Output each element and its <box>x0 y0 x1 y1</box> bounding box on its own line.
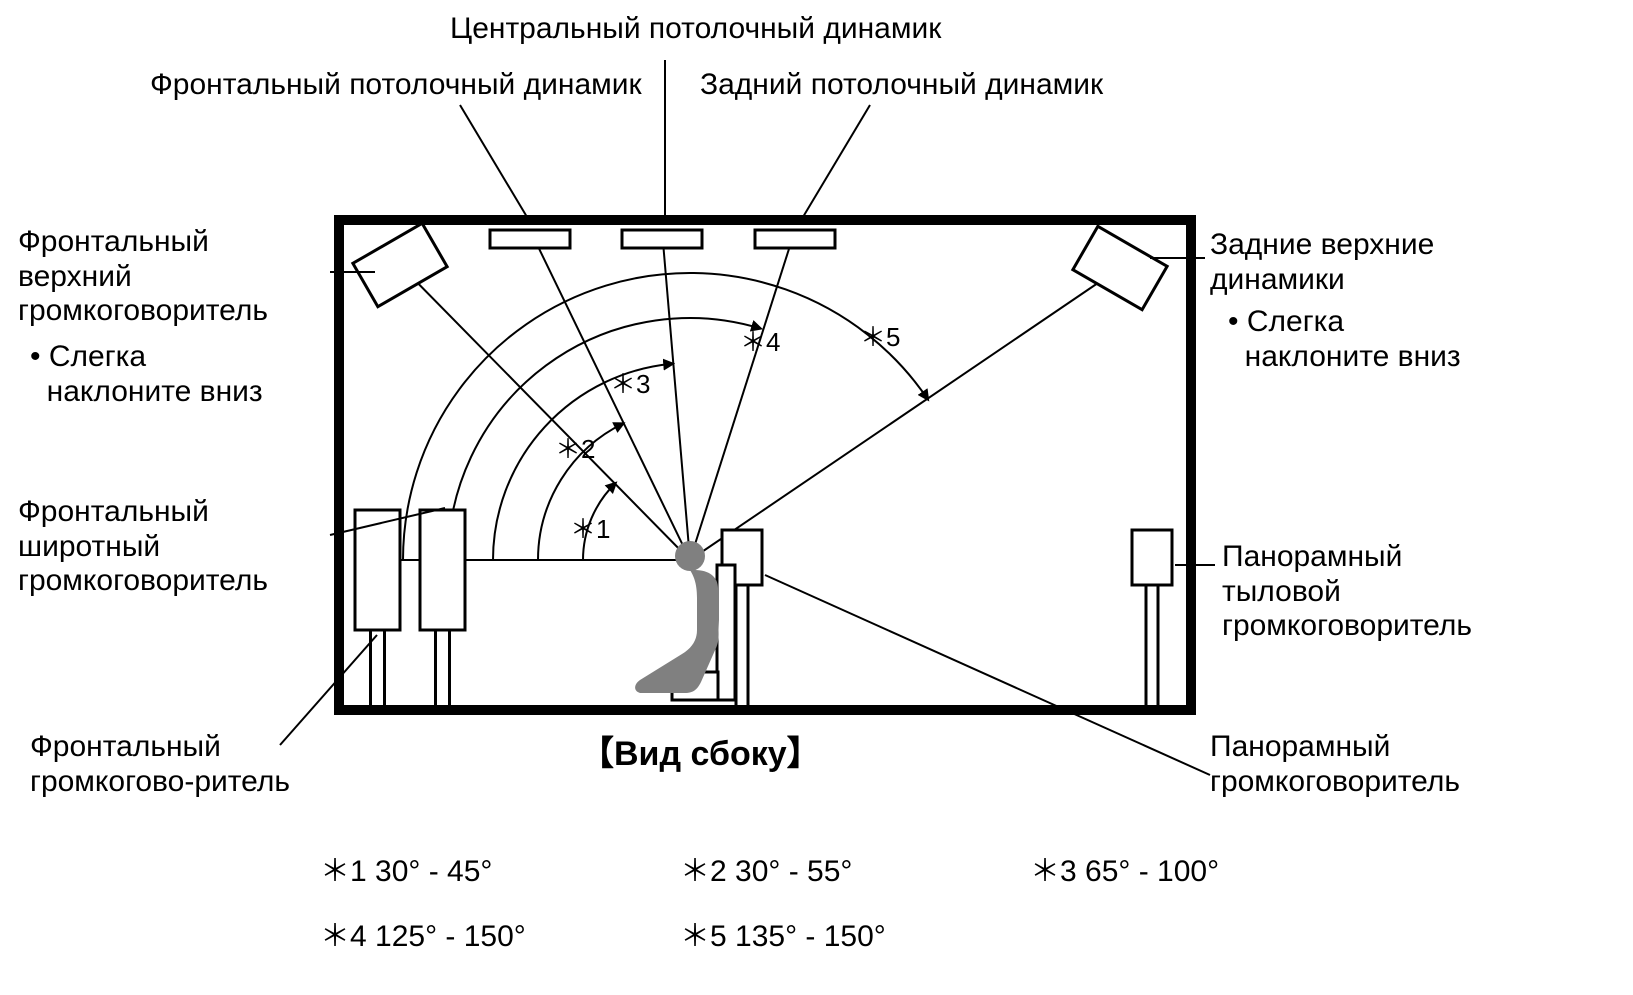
angle-ray <box>690 268 1120 560</box>
front-height-speaker-icon <box>353 223 447 306</box>
angle-mark-2: ＊2 <box>555 435 595 465</box>
label-rear-height: Задние верхние динамики <box>1210 228 1434 297</box>
label-ceiling-center: Центральный потолочный динамик <box>450 12 941 47</box>
diagram-root: Центральный потолочный динамик Фронтальн… <box>0 0 1633 995</box>
label-surround: Панорамный громкоговоритель <box>1210 730 1460 799</box>
angle-mark-4: ＊4 <box>740 328 780 358</box>
front-wide-speaker-icon <box>420 510 465 630</box>
footnote-3: ＊3 65° - 100° <box>1030 855 1219 890</box>
leader-ceil-rear <box>800 105 870 222</box>
chair-icon <box>717 565 735 700</box>
angle-mark-3: ＊3 <box>610 370 650 400</box>
label-ceiling-front: Фронтальный потолочный динамик <box>150 68 642 103</box>
label-rear-height-note: • Слегка наклоните вниз <box>1228 305 1461 374</box>
angle-ray <box>690 230 795 560</box>
footnote-5: ＊5 135° - 150° <box>680 920 886 955</box>
ceiling-rear-speaker-icon <box>755 230 835 248</box>
rear-height-speaker-icon <box>1073 226 1167 309</box>
ceiling-front-speaker-icon <box>490 230 570 248</box>
diagram-title: 【Вид сбоку】 <box>580 735 821 774</box>
label-front-height: Фронтальный верхний громкоговоритель <box>18 225 268 329</box>
angle-mark-5: ＊5 <box>860 323 900 353</box>
leader-ceil-front <box>460 105 530 222</box>
label-front-main: Фронтальный громкогово-ритель <box>30 730 290 799</box>
footnote-4: ＊4 125° - 150° <box>320 920 526 955</box>
label-surround-back: Панорамный тыловой громкоговоритель <box>1222 540 1472 644</box>
leader-front-main <box>280 635 377 745</box>
person-icon <box>675 541 705 571</box>
angle-arc-5 <box>403 273 928 560</box>
leader-surround <box>765 575 1210 775</box>
footnote-2: ＊2 30° - 55° <box>680 855 852 890</box>
angle-mark-1: ＊1 <box>570 515 610 545</box>
label-front-height-note: • Слегка наклоните вниз <box>30 340 263 409</box>
label-front-wide: Фронтальный широтный громкоговоритель <box>18 495 268 599</box>
ceiling-center-speaker-icon <box>622 230 702 248</box>
label-ceiling-rear: Задний потолочный динамик <box>700 68 1103 103</box>
surround-back-speaker-icon <box>1132 530 1172 585</box>
footnote-1: ＊1 30° - 45° <box>320 855 492 890</box>
